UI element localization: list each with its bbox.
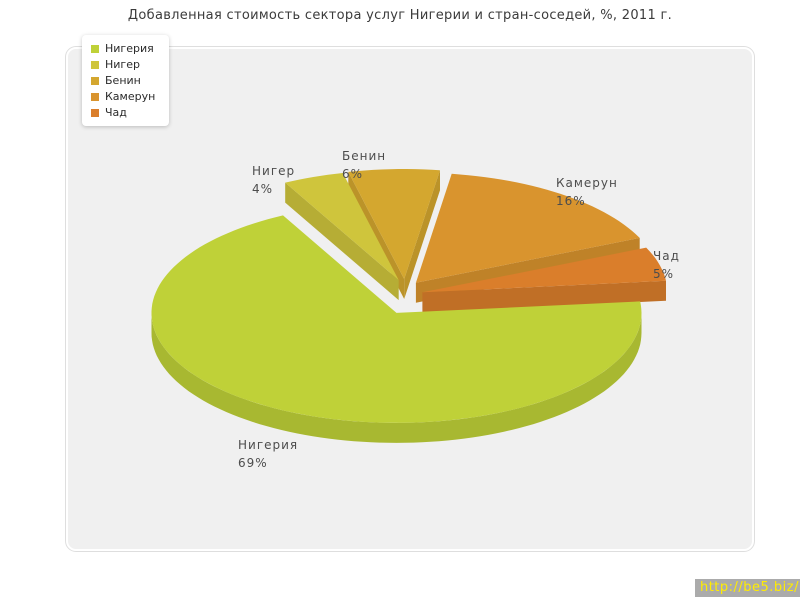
pie-slice-1-cut-face[interactable] — [285, 182, 399, 301]
pie-slice-2-cut-face[interactable] — [404, 170, 440, 299]
chart-title: Добавленная стоимость сектора услуг Ниге… — [127, 8, 673, 23]
pie-labels: Нигерия 69% Нигер 4% Бенин 6% Камерун 16% Чад 5% — [238, 149, 680, 470]
legend-item-0[interactable]: Нигерия — [91, 42, 155, 55]
slice-label-name: Камерун — [556, 176, 618, 190]
pie-slice-4-cut-face[interactable] — [422, 280, 666, 313]
legend-item-2[interactable]: Бенин — [91, 74, 155, 87]
legend-item-4[interactable]: Чад — [91, 106, 155, 119]
legend-item-3[interactable]: Камерун — [91, 90, 155, 103]
legend: Нигерия Нигер Бенин Камерун Чад — [82, 35, 170, 126]
slice-label-name: Бенин — [342, 149, 386, 163]
pie-tops — [151, 169, 666, 423]
legend-swatch-icon — [91, 60, 99, 69]
legend-swatch-icon — [91, 44, 99, 53]
legend-label: Нигерия — [105, 42, 154, 55]
slice-label-name: Нигерия — [238, 438, 298, 452]
legend-label: Камерун — [105, 90, 156, 103]
pie-slice-4-top[interactable] — [422, 247, 666, 293]
slice-label-name: Нигер — [252, 164, 295, 178]
pie-slice-3-top[interactable] — [415, 173, 640, 283]
legend-swatch-icon — [91, 108, 99, 117]
legend-item-1[interactable]: Нигер — [91, 58, 155, 71]
slice-label-name: Чад — [653, 249, 680, 263]
pie-slice-1-top[interactable] — [285, 173, 399, 281]
slice-label-value: 4% — [252, 182, 273, 196]
pie-slice-0-top[interactable] — [151, 215, 642, 423]
watermark-link[interactable]: http://be5.biz/ — [694, 579, 800, 597]
pie-slice-2-top[interactable] — [348, 169, 440, 279]
slice-label-value: 5% — [653, 267, 674, 281]
legend-label: Чад — [105, 106, 127, 119]
slice-label-value: 69% — [238, 456, 268, 470]
legend-label: Бенин — [105, 74, 141, 87]
legend-swatch-icon — [91, 76, 99, 85]
legend-swatch-icon — [91, 92, 99, 101]
slice-label-value: 16% — [556, 194, 586, 208]
pie-slice-0-rim[interactable] — [151, 312, 642, 443]
legend-label: Нигер — [105, 58, 140, 71]
slice-label-value: 6% — [342, 167, 363, 181]
